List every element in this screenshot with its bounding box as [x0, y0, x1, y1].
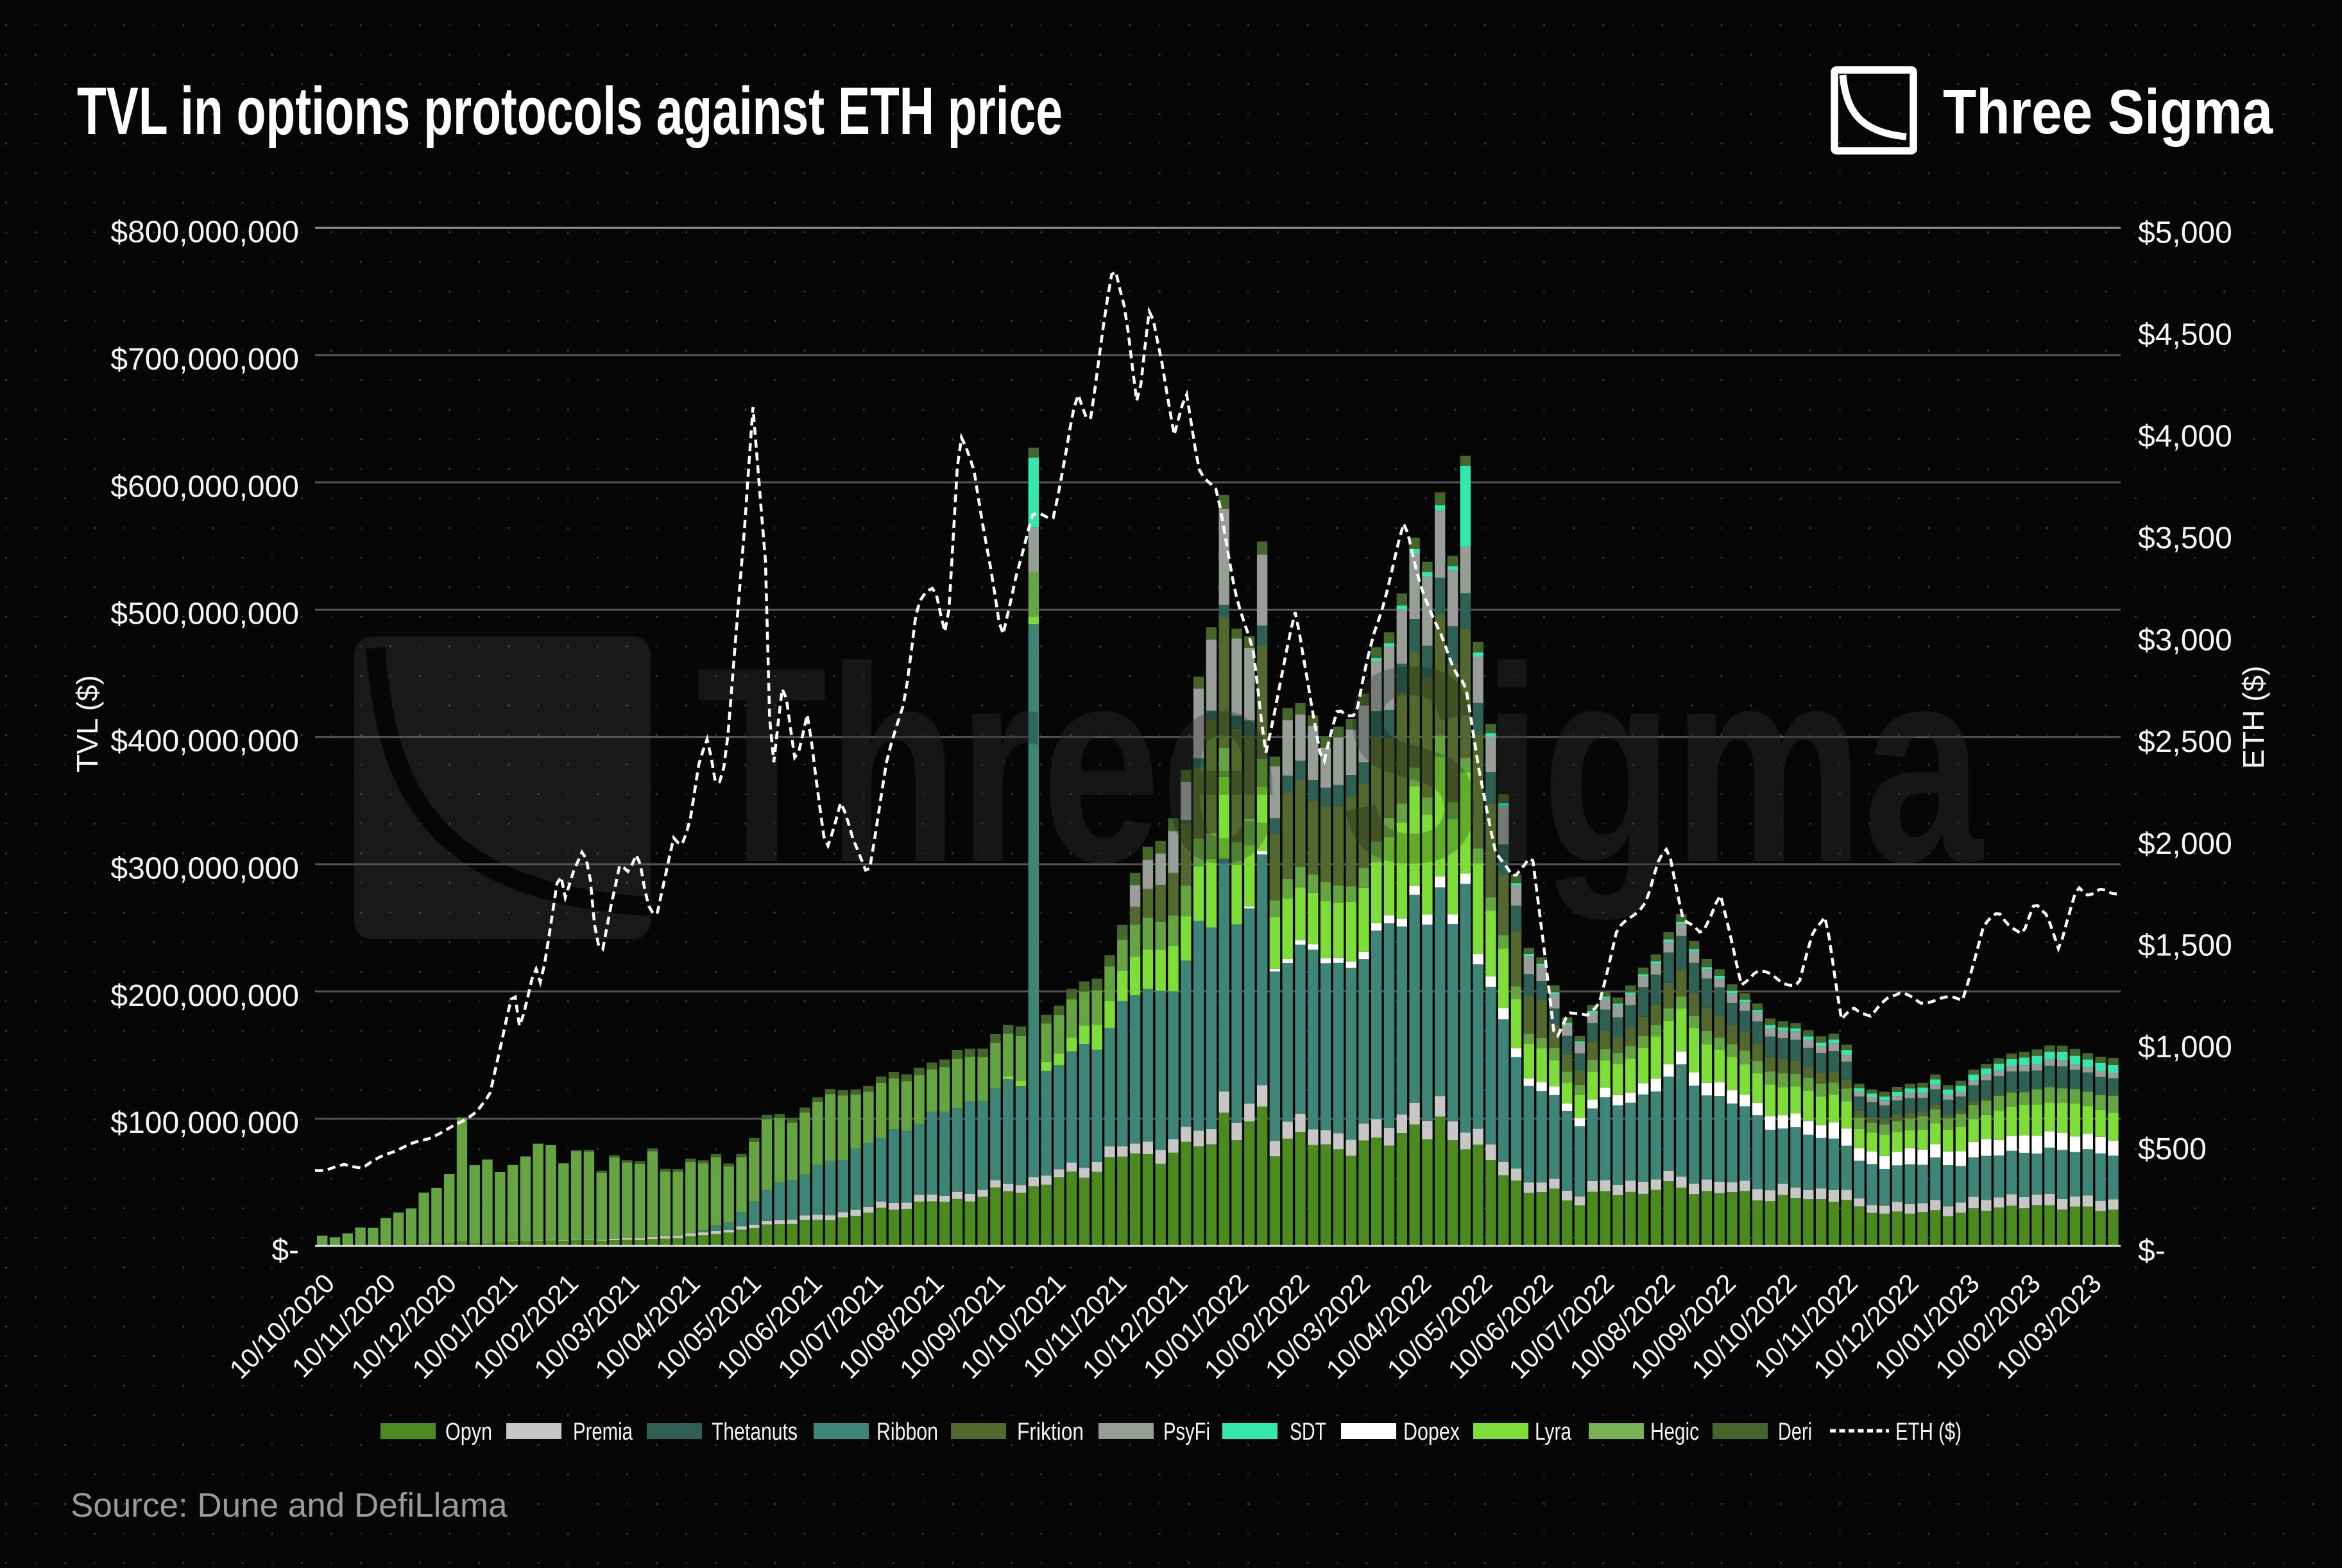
svg-text:$2,000: $2,000	[2138, 827, 2232, 861]
svg-text:SDT: SDT	[1290, 1419, 1326, 1445]
svg-text:TVL in options protocols again: TVL in options protocols against ETH pri…	[77, 74, 1063, 149]
svg-text:$300,000,000: $300,000,000	[110, 852, 299, 886]
svg-text:Hegic: Hegic	[1650, 1419, 1699, 1445]
svg-text:$-: $-	[2138, 1234, 2166, 1268]
svg-text:Thetanuts: Thetanuts	[712, 1419, 798, 1445]
svg-text:$400,000,000: $400,000,000	[110, 724, 299, 758]
svg-text:Premia: Premia	[573, 1419, 633, 1445]
svg-text:Source: Dune and DefiLlama: Source: Dune and DefiLlama	[71, 1487, 508, 1524]
svg-text:Opyn: Opyn	[445, 1419, 492, 1445]
svg-text:Three Sigma: Three Sigma	[1943, 76, 2273, 147]
svg-text:Ribbon: Ribbon	[876, 1419, 938, 1445]
svg-text:$600,000,000: $600,000,000	[110, 470, 299, 504]
svg-text:ETH ($): ETH ($)	[2237, 666, 2270, 769]
svg-text:Deri: Deri	[1778, 1419, 1812, 1445]
svg-text:$500,000,000: $500,000,000	[110, 597, 299, 631]
svg-text:$1,500: $1,500	[2138, 929, 2232, 963]
svg-text:$800,000,000: $800,000,000	[110, 216, 299, 250]
svg-text:ETH ($): ETH ($)	[1895, 1419, 1962, 1445]
svg-text:Dopex: Dopex	[1403, 1419, 1460, 1445]
svg-text:$4,000: $4,000	[2138, 420, 2232, 454]
svg-text:$100,000,000: $100,000,000	[110, 1106, 299, 1140]
svg-text:$4,500: $4,500	[2138, 318, 2232, 352]
svg-text:Lyra: Lyra	[1535, 1419, 1572, 1445]
svg-text:PsyFi: PsyFi	[1163, 1419, 1210, 1445]
svg-text:TVL ($): TVL ($)	[71, 675, 104, 772]
svg-text:$2,500: $2,500	[2138, 725, 2232, 759]
svg-text:$3,000: $3,000	[2138, 623, 2232, 657]
svg-text:$5,000: $5,000	[2138, 216, 2232, 250]
svg-text:$1,000: $1,000	[2138, 1030, 2232, 1064]
svg-text:$3,500: $3,500	[2138, 522, 2232, 556]
svg-text:Three Sigma: Three Sigma	[696, 609, 1984, 922]
svg-text:$200,000,000: $200,000,000	[110, 979, 299, 1013]
svg-text:$-: $-	[271, 1234, 299, 1268]
svg-text:Friktion: Friktion	[1017, 1419, 1084, 1445]
svg-text:$500: $500	[2138, 1132, 2207, 1166]
svg-text:$700,000,000: $700,000,000	[110, 343, 299, 377]
